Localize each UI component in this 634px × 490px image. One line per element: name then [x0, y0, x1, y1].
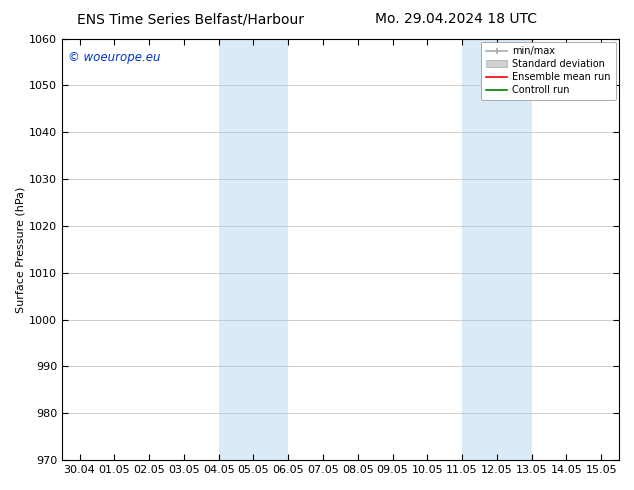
Legend: min/max, Standard deviation, Ensemble mean run, Controll run: min/max, Standard deviation, Ensemble me…: [481, 42, 616, 100]
Text: ENS Time Series Belfast/Harbour: ENS Time Series Belfast/Harbour: [77, 12, 304, 26]
Y-axis label: Surface Pressure (hPa): Surface Pressure (hPa): [15, 186, 25, 313]
Bar: [219, 39, 288, 460]
Text: © woeurope.eu: © woeurope.eu: [68, 51, 160, 64]
Bar: [462, 39, 531, 460]
Text: Mo. 29.04.2024 18 UTC: Mo. 29.04.2024 18 UTC: [375, 12, 538, 26]
